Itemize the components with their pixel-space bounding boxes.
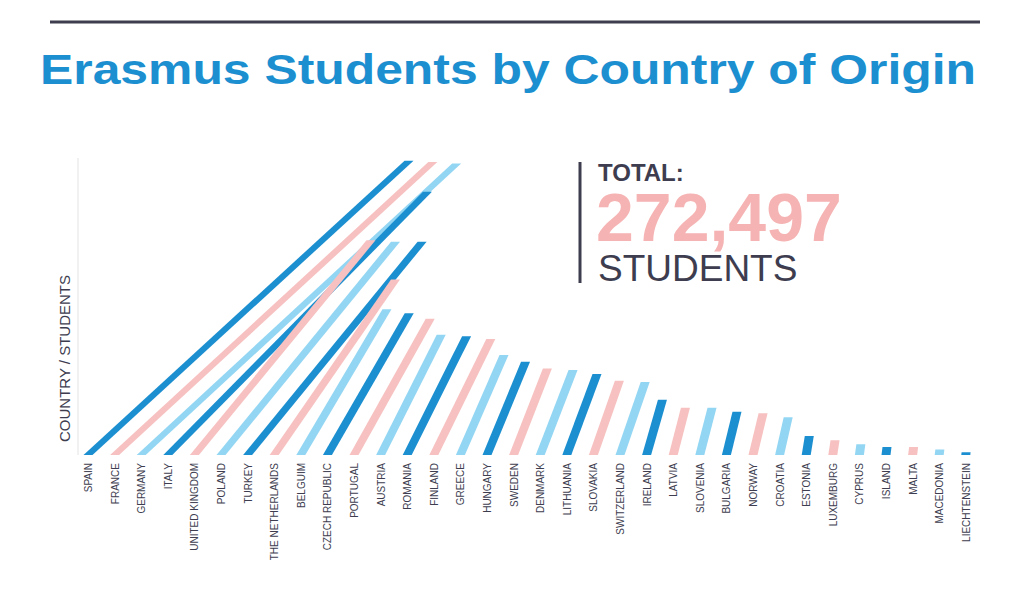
bar xyxy=(855,444,865,455)
category-label: ROMANIA xyxy=(402,463,413,510)
category-label: LITHUANIA xyxy=(562,463,573,516)
category-label: NORWAY xyxy=(748,463,759,507)
category-label: LIECHTENSTEIN xyxy=(961,463,972,542)
category-label: ESTONIA xyxy=(801,463,812,507)
category-label: LATVIA xyxy=(668,463,679,497)
category-label: FRANCE xyxy=(110,463,121,504)
category-label: FINLAND xyxy=(429,463,440,506)
bar xyxy=(882,447,892,455)
category-label: THE NETHERLANDS xyxy=(269,463,280,561)
category-label: SWITZERLAND xyxy=(615,463,626,535)
bar xyxy=(961,452,970,455)
category-label: HUNGARY xyxy=(482,463,493,513)
y-axis-label: COUNTRY / STUDENTS xyxy=(56,275,73,442)
category-label: SLOVAKIA xyxy=(588,463,599,512)
category-label: BELGUIM xyxy=(296,463,307,508)
bar xyxy=(589,381,624,455)
category-label: MACEDONIA xyxy=(934,463,945,524)
category-label: LUXEMBURG xyxy=(828,463,839,527)
top-rule xyxy=(50,21,980,24)
category-label: SWEDEN xyxy=(509,463,520,507)
total-unit: STUDENTS xyxy=(598,248,797,289)
bar xyxy=(749,413,768,455)
bar xyxy=(828,440,839,455)
category-label: POLAND xyxy=(216,463,227,504)
bars xyxy=(84,161,971,455)
bar xyxy=(642,400,667,455)
bar xyxy=(908,447,918,455)
bar xyxy=(802,436,814,455)
total-divider xyxy=(579,162,582,283)
bar xyxy=(935,450,945,455)
category-label: GREECE xyxy=(455,463,466,506)
bar xyxy=(695,408,716,455)
total-value: 272,497 xyxy=(596,179,842,255)
category-label: SPAIN xyxy=(83,463,94,492)
category-label: CZECH REPUBLIC xyxy=(322,463,333,550)
category-label: BULGARIA xyxy=(721,463,732,514)
bar xyxy=(456,355,509,455)
category-label: UNITED KINGDOM xyxy=(189,463,200,551)
y-axis-line xyxy=(78,158,79,455)
category-label: GERMANY xyxy=(136,463,147,514)
category-label: TURKEY xyxy=(243,463,254,504)
bar xyxy=(616,382,650,455)
bar xyxy=(110,162,437,455)
category-label: CROATIA xyxy=(775,463,786,507)
category-label: PORTUGAL xyxy=(349,463,360,518)
category-label: AUSTRIA xyxy=(376,463,387,507)
category-label: ISLAND xyxy=(881,463,892,499)
category-label: DENMARK xyxy=(535,463,546,513)
bar xyxy=(775,417,793,455)
bar xyxy=(137,163,461,455)
title: Erasmus Students by Country of Origin xyxy=(40,45,976,93)
chart: Erasmus Students by Country of OriginTOT… xyxy=(0,0,1024,608)
bar xyxy=(163,192,432,455)
category-label: ITALY xyxy=(163,463,174,490)
bar xyxy=(722,412,742,455)
category-label: CYPRUS xyxy=(854,463,865,505)
category-label: SLOVENIA xyxy=(695,463,706,513)
category-label: IRELAND xyxy=(642,463,653,506)
category-label: MALTA xyxy=(908,463,919,495)
bar xyxy=(669,408,690,455)
